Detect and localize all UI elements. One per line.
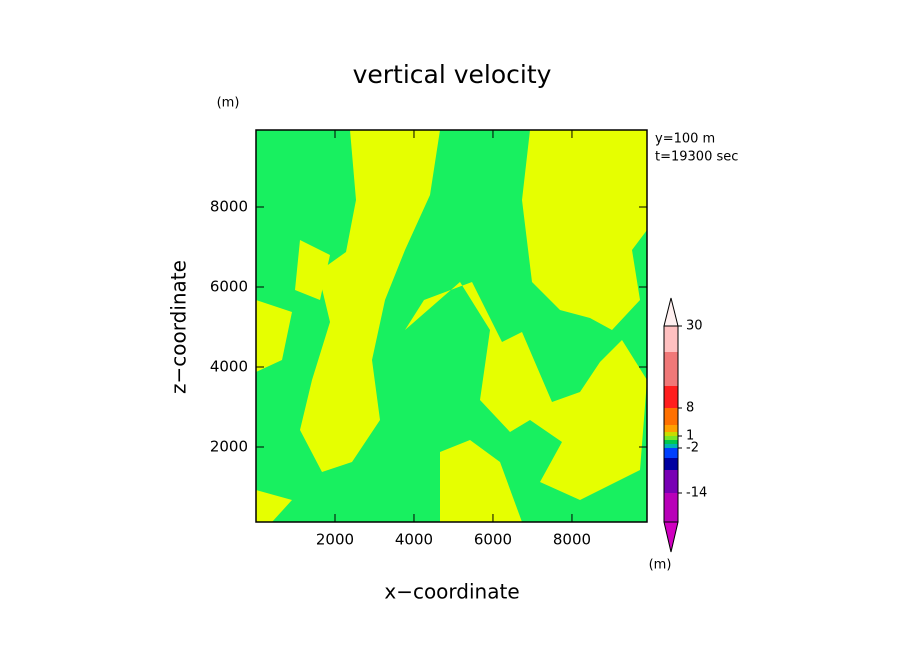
contour-region bbox=[300, 130, 440, 472]
colorbar-segment bbox=[664, 436, 678, 440]
colorbar-label: -14 bbox=[686, 486, 707, 501]
annotation: y=100 m bbox=[655, 132, 715, 147]
colorbar-segment bbox=[664, 440, 678, 444]
contour-region bbox=[256, 300, 292, 372]
colorbar-label: 8 bbox=[686, 401, 694, 416]
colorbar-segment bbox=[664, 458, 678, 470]
y-tick-label: 4000 bbox=[210, 358, 248, 376]
x-tick-label: 2000 bbox=[316, 531, 354, 549]
contour-region bbox=[405, 282, 647, 500]
y-tick-label: 8000 bbox=[210, 198, 248, 216]
colorbar-segment bbox=[664, 470, 678, 493]
x-tick-label: 8000 bbox=[553, 531, 591, 549]
y-tick-label: 2000 bbox=[210, 438, 248, 456]
contour-region bbox=[256, 490, 292, 522]
colorbar-arrow bbox=[663, 297, 679, 327]
colorbar-segment bbox=[664, 386, 678, 408]
colorbar-label: -2 bbox=[686, 441, 699, 456]
colorbar-segment bbox=[664, 444, 678, 448]
contour-field bbox=[256, 130, 647, 522]
colorbar-segment bbox=[664, 493, 678, 522]
contour-region bbox=[610, 140, 640, 160]
colorbar-segment bbox=[664, 326, 678, 352]
colorbar-label: 1 bbox=[686, 429, 694, 444]
contour-region bbox=[295, 240, 330, 300]
colorbar-label: 30 bbox=[686, 319, 703, 334]
colorbar-segment bbox=[664, 408, 678, 425]
y-unit: (m) bbox=[217, 96, 240, 111]
colorbar-segment bbox=[664, 432, 678, 436]
y-tick-label: 6000 bbox=[210, 278, 248, 296]
colorbar-arrow bbox=[663, 521, 679, 553]
annotation: t=19300 sec bbox=[655, 150, 738, 165]
colorbar-unit: (m) bbox=[649, 558, 672, 573]
x-tick-label: 4000 bbox=[395, 531, 433, 549]
x-axis-label: x−coordinate bbox=[384, 580, 519, 604]
x-tick-label: 6000 bbox=[474, 531, 512, 549]
chart-title: vertical velocity bbox=[353, 60, 552, 89]
colorbar-frame bbox=[663, 325, 679, 523]
colorbar-segment bbox=[664, 448, 678, 458]
plot-frame bbox=[255, 129, 648, 523]
colorbar-segment bbox=[664, 352, 678, 386]
colorbar-segment bbox=[664, 425, 678, 432]
y-axis-label: z−coordinate bbox=[167, 260, 191, 394]
contour-region bbox=[440, 440, 522, 522]
contour-region bbox=[522, 130, 647, 330]
